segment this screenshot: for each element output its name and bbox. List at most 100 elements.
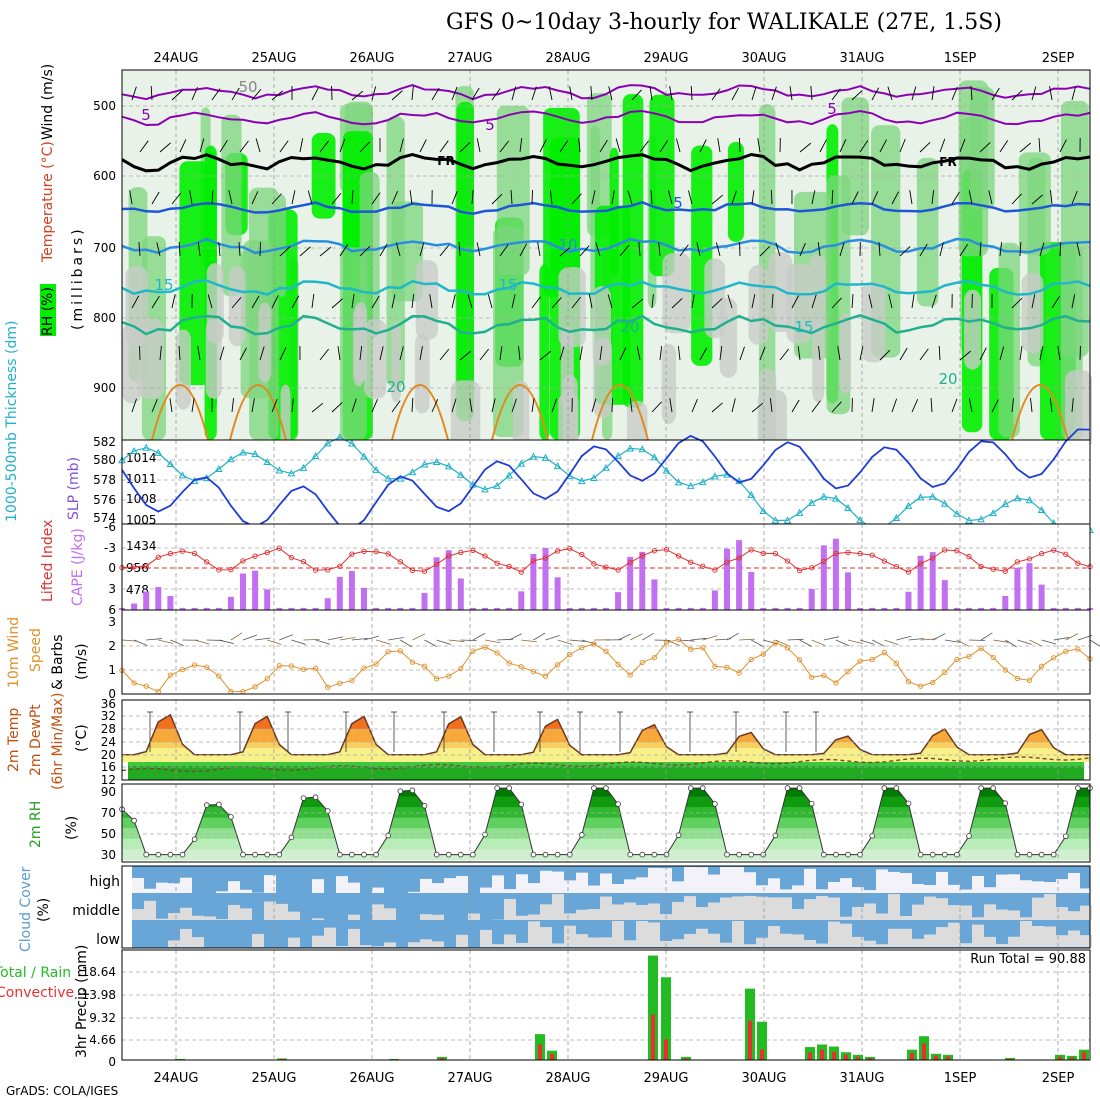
cloud-cell	[948, 905, 960, 920]
cape-bar	[639, 551, 646, 610]
wind-barb	[359, 346, 363, 361]
wind-barb	[919, 243, 928, 257]
rh-point	[240, 851, 246, 858]
rh-point	[639, 851, 646, 858]
lifted-point	[615, 567, 621, 573]
wind-point	[591, 641, 597, 647]
wind-point	[554, 662, 561, 668]
lifted-point	[675, 553, 682, 559]
contour-label: 5	[673, 194, 683, 212]
wind-barb	[775, 242, 781, 257]
wind10-barb	[255, 637, 271, 641]
wind-barb	[636, 346, 641, 361]
wind10-barb	[242, 634, 258, 641]
cloud-cell	[720, 897, 732, 920]
wind-barb	[531, 296, 541, 309]
thickness-point	[1037, 505, 1046, 513]
cape-bar	[554, 577, 561, 610]
precip-conv-bar	[946, 1056, 950, 1060]
cape-bar	[808, 589, 815, 610]
run-total: Run Total = 90.88	[970, 952, 1086, 967]
cloud-cell	[216, 919, 228, 920]
wind-barb	[339, 244, 349, 257]
tick-label: 3	[108, 582, 116, 596]
rh-point	[397, 788, 404, 794]
lifted-point	[881, 558, 887, 564]
cape-bar	[409, 607, 416, 610]
wind-point	[760, 651, 766, 657]
rh-point	[373, 851, 379, 858]
wind10-barb	[375, 639, 391, 645]
wind-barb	[319, 140, 329, 153]
wind-barb	[228, 190, 233, 205]
wind-barb	[531, 398, 535, 413]
cape-bar	[227, 596, 234, 610]
cloud-cell	[864, 940, 876, 947]
cloud-cell	[900, 873, 912, 893]
wind-barb	[751, 190, 755, 205]
wind10-barb	[484, 639, 501, 644]
cloud-cell	[504, 889, 516, 893]
cloud-cell	[1008, 936, 1020, 947]
cape-bar	[687, 607, 694, 610]
cloud-cell	[1008, 910, 1020, 920]
wind-barb	[831, 189, 834, 205]
wind-barb	[868, 294, 873, 309]
cape-bar	[796, 607, 803, 610]
wind-barb	[939, 242, 944, 257]
wind-barb	[156, 242, 161, 257]
cloud-cell	[780, 889, 792, 893]
cape-bar	[711, 590, 718, 610]
lifted-point	[1014, 559, 1021, 565]
wind-barb	[391, 190, 399, 205]
cloud-cell	[540, 870, 552, 893]
tick-label: 16	[101, 760, 116, 774]
cloud-cell	[168, 913, 180, 920]
cape-bar	[1014, 567, 1021, 610]
wind-barb	[819, 139, 827, 153]
wind-barb	[469, 398, 473, 413]
wind10-barb	[230, 632, 243, 641]
thickness-point	[263, 457, 272, 466]
wind-barb	[159, 346, 162, 361]
wind10-barb	[448, 639, 465, 643]
cloud-cell	[840, 916, 852, 920]
wind-barb	[909, 190, 913, 205]
wind-barb	[476, 138, 481, 153]
wind-barb	[696, 242, 701, 257]
wind-frame	[121, 609, 1091, 695]
wind10-barb	[896, 635, 912, 641]
cape-bar	[179, 607, 186, 610]
rh2m-panel: 90 70 50 30	[101, 783, 1093, 863]
wind-barb	[411, 294, 415, 309]
cloud-row-label: middle	[72, 903, 120, 919]
cloud-cell	[384, 942, 396, 947]
cloud-cell	[348, 928, 360, 947]
dry-column	[786, 263, 812, 344]
wind-barb	[959, 138, 966, 153]
wind-barb	[1031, 86, 1037, 101]
wind-point	[639, 659, 645, 666]
tick-label: 800	[93, 311, 116, 325]
slp-tick: 1014	[126, 451, 157, 465]
wind-barb	[419, 139, 427, 153]
bottom-date-label: 24AUG	[153, 1071, 198, 1086]
wind-barb	[451, 398, 457, 413]
cloud-cell	[612, 904, 624, 920]
temp-contour-10	[121, 237, 1091, 255]
cloud-cell	[372, 887, 384, 893]
wind-barb	[607, 294, 613, 309]
cloud-cell	[336, 946, 348, 947]
cloud-cell	[1008, 874, 1020, 893]
cloud-label: Cloud Cover	[18, 866, 34, 952]
cloud-cell	[684, 867, 696, 893]
rh-point	[276, 851, 283, 858]
wind-barb	[659, 346, 663, 361]
rh-column	[311, 132, 336, 219]
wind-barb	[219, 139, 228, 153]
lifted-point	[300, 559, 307, 565]
cloud-cell	[576, 934, 588, 947]
wind-barb	[479, 348, 490, 361]
cloud-cell	[1056, 907, 1068, 920]
lifted-point	[264, 549, 270, 556]
